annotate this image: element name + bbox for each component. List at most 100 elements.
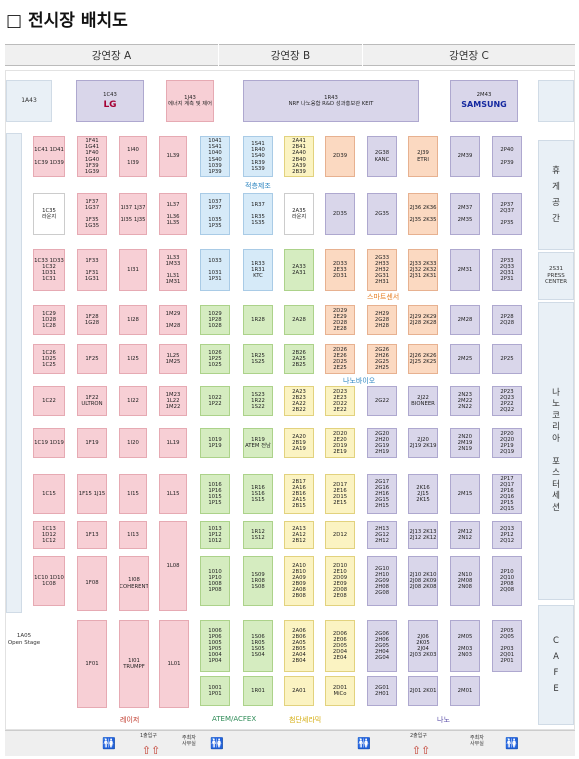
booth-d6[interactable]: 1R37 1R35 1S35: [243, 193, 273, 235]
booth-k4[interactable]: 1L08: [159, 521, 187, 611]
booth-k5[interactable]: 1013 1P12 1012: [200, 521, 230, 549]
booth-k11[interactable]: 2M12 2N12: [450, 521, 480, 549]
booth-d11[interactable]: 2M37 2M35: [450, 193, 480, 235]
booth-h8[interactable]: 2D23 2E23 2D22 2E22: [325, 386, 355, 416]
booth-i1[interactable]: 1C19 1D19: [33, 428, 65, 458]
booth-c1[interactable]: 1C41 1D41 1C39 1D39: [33, 136, 65, 177]
booth-g9[interactable]: 2G26 2H26 2G25 2H25: [367, 344, 397, 374]
booth-n8[interactable]: 2D01 MiCo: [325, 676, 355, 706]
booth-m5[interactable]: 1006 1P06 1005 1P05 1004 1P04: [200, 620, 230, 672]
booth-f2[interactable]: 1F28 1G28: [77, 305, 107, 335]
booth-e2[interactable]: 1F33 1F31 1G31: [77, 249, 107, 291]
booth-h6[interactable]: 1S23 1R22 1S22: [243, 386, 273, 416]
booth-d5[interactable]: 1037 1P37 1035 1P35: [200, 193, 230, 235]
booth-g11[interactable]: 2M25: [450, 344, 480, 374]
booth-i5[interactable]: 1019 1P19: [200, 428, 230, 458]
booth-c12[interactable]: 2P40 2P39: [492, 136, 522, 177]
booth-g3[interactable]: 1I25: [119, 344, 147, 374]
booth-m12[interactable]: 2P05 2Q05 2P03 2Q01 2P01: [492, 620, 522, 672]
booth-m11[interactable]: 2M05 2M03 2N03: [450, 620, 480, 672]
booth-i2[interactable]: 1F19: [77, 428, 107, 458]
booth-k9[interactable]: 2H13 2G12 2H12: [367, 521, 397, 549]
booth-i11[interactable]: 2N20 2M19 2N19: [450, 428, 480, 458]
booth-m4[interactable]: 1L01: [159, 620, 189, 708]
booth-l11[interactable]: 2N10 2M08 2N08: [450, 556, 480, 606]
booth-h2[interactable]: 1F22 ULTRON: [77, 386, 107, 416]
booth-j7[interactable]: 2B17 2A16 2B16 2A15 2B15: [284, 474, 314, 514]
booth-i3[interactable]: 1I20: [119, 428, 147, 458]
booth-g7[interactable]: 2B26 2A25 2B25: [284, 344, 314, 374]
booth-l5[interactable]: 1010 1P10 1008 1P08: [200, 556, 230, 606]
booth-f7[interactable]: 2A28: [284, 305, 314, 335]
booth-d3[interactable]: 1I37 1J37 1I35 1J35: [119, 193, 147, 235]
booth-l8[interactable]: 2D10 2E10 2D09 2E09 2D08 2E08: [325, 556, 355, 606]
booth-e9[interactable]: 2G33 2H33 2H32 2G31 2H31: [367, 249, 397, 291]
booth-m2[interactable]: 1F01: [77, 620, 107, 708]
booth-f11[interactable]: 2M28: [450, 305, 480, 335]
booth-d10[interactable]: 2J36 2K36 2J35 2K35: [408, 193, 438, 235]
booth-l6[interactable]: 1S09 1R08 1S08: [243, 556, 273, 606]
booth-k8[interactable]: 2D12: [325, 521, 355, 549]
booth-e11[interactable]: 2M31: [450, 249, 480, 291]
booth-m7[interactable]: 2A06 2B06 2A05 2B05 2A04 2B04: [284, 620, 314, 672]
booth-1a43[interactable]: 1A43: [6, 80, 52, 122]
booth-c3[interactable]: 1I40 1I39: [119, 136, 147, 177]
booth-g6[interactable]: 1R25 1S25: [243, 344, 273, 374]
booth-h5[interactable]: 1022 1P22: [200, 386, 230, 416]
booth-n11[interactable]: 2M01: [450, 676, 480, 706]
booth-e3[interactable]: 1I31: [119, 249, 147, 291]
booth-c2[interactable]: 1F41 1G41 1F40 1G40 1F39 1G39: [77, 136, 107, 177]
booth-e8[interactable]: 2D33 2E33 2D31: [325, 249, 355, 291]
booth-i9[interactable]: 2G20 2H20 2G19 2H19: [367, 428, 397, 458]
booth-d4[interactable]: 1L37 1L36 1L35: [159, 193, 187, 235]
booth-f8[interactable]: 2D29 2E29 2D28 2E28: [325, 305, 355, 335]
booth-j12[interactable]: 2P17 2Q17 2P16 2Q16 2P15 2Q15: [492, 474, 522, 514]
booth-f10[interactable]: 2J29 2K29 2J28 2K28: [408, 305, 438, 335]
booth-m8[interactable]: 2D06 2E06 2D05 2D04 2E04: [325, 620, 355, 672]
booth-c7[interactable]: 2A41 2B41 2A40 2B40 2A39 2B39: [284, 136, 314, 177]
booth-f3[interactable]: 1I28: [119, 305, 147, 335]
booth-h9[interactable]: 2G22: [367, 386, 397, 416]
booth-n7[interactable]: 2A01: [284, 676, 314, 706]
booth-d9[interactable]: 2G35: [367, 193, 397, 235]
booth-h3[interactable]: 1I22: [119, 386, 147, 416]
booth-i6[interactable]: 1R19 ATEM 전남: [243, 428, 273, 458]
booth-c6[interactable]: 1S41 1R40 1S40 1R39 1S39: [243, 136, 273, 177]
booth-i7[interactable]: 2A20 2B19 2A19: [284, 428, 314, 458]
booth-j3[interactable]: 1I15: [119, 474, 147, 514]
booth-k6[interactable]: 1R12 1S12: [243, 521, 273, 549]
booth-n5[interactable]: 1001 1P01: [200, 676, 230, 706]
press-center[interactable]: 2S31 PRESS CENTER: [538, 252, 574, 300]
booth-k2[interactable]: 1F13: [77, 521, 107, 549]
booth-i4[interactable]: 1L19: [159, 428, 187, 458]
booth-m10[interactable]: 2J06 2K05 2J04 2J03 2K03: [408, 620, 438, 672]
booth-l7[interactable]: 2A10 2B10 2A09 2B09 2A08 2B08: [284, 556, 314, 606]
booth-i8[interactable]: 2D20 2E20 2D19 2E19: [325, 428, 355, 458]
booth-h7[interactable]: 2A23 2B23 2A22 2B22: [284, 386, 314, 416]
booth-c11[interactable]: 2M39: [450, 136, 480, 177]
booth-n9[interactable]: 2G01 2H01: [367, 676, 397, 706]
booth-1c43[interactable]: 1C43 LG: [76, 80, 144, 122]
booth-k12[interactable]: 2Q13 2P12 2Q12: [492, 521, 522, 549]
booth-d8[interactable]: 2D35: [325, 193, 355, 235]
booth-m6[interactable]: 1S06 1R05 1S05 1S04: [243, 620, 273, 672]
booth-h4[interactable]: 1M23 1L22 1M22: [159, 386, 187, 416]
booth-d2[interactable]: 1F37 1G37 1F35 1G35: [77, 193, 107, 235]
booth-k1[interactable]: 1C13 1D12 1C12: [33, 521, 65, 549]
booth-c9[interactable]: 2G38 KANC: [367, 136, 397, 177]
booth-g12[interactable]: 2P25: [492, 344, 522, 374]
booth-h12[interactable]: 2P23 2Q23 2P22 2Q22: [492, 386, 522, 416]
booth-g10[interactable]: 2J26 2K26 2J25 2K25: [408, 344, 438, 374]
booth-c4[interactable]: 1L39: [159, 136, 187, 177]
booth-h1[interactable]: 1C22: [33, 386, 65, 416]
booth-j1[interactable]: 1C15: [33, 474, 65, 514]
booth-k7[interactable]: 2A13 2A12 2B12: [284, 521, 314, 549]
booth-e12[interactable]: 2P33 2Q33 2Q31 2P31: [492, 249, 522, 291]
booth-h11[interactable]: 2N23 2M22 2N22: [450, 386, 480, 416]
booth-e1[interactable]: 1C33 1D33 1C32 1D31 1C31: [33, 249, 65, 291]
booth-l12[interactable]: 2P10 2Q10 2P08 2Q08: [492, 556, 522, 606]
booth-e6[interactable]: 1R33 1R31 KTC: [243, 249, 273, 291]
booth-m3[interactable]: 1I01 TRUMPF: [119, 620, 149, 708]
booth-e10[interactable]: 2J33 2K33 2J32 2K32 2J31 2K31: [408, 249, 438, 291]
booth-i12[interactable]: 2P20 2Q20 2P19 2Q19: [492, 428, 522, 458]
